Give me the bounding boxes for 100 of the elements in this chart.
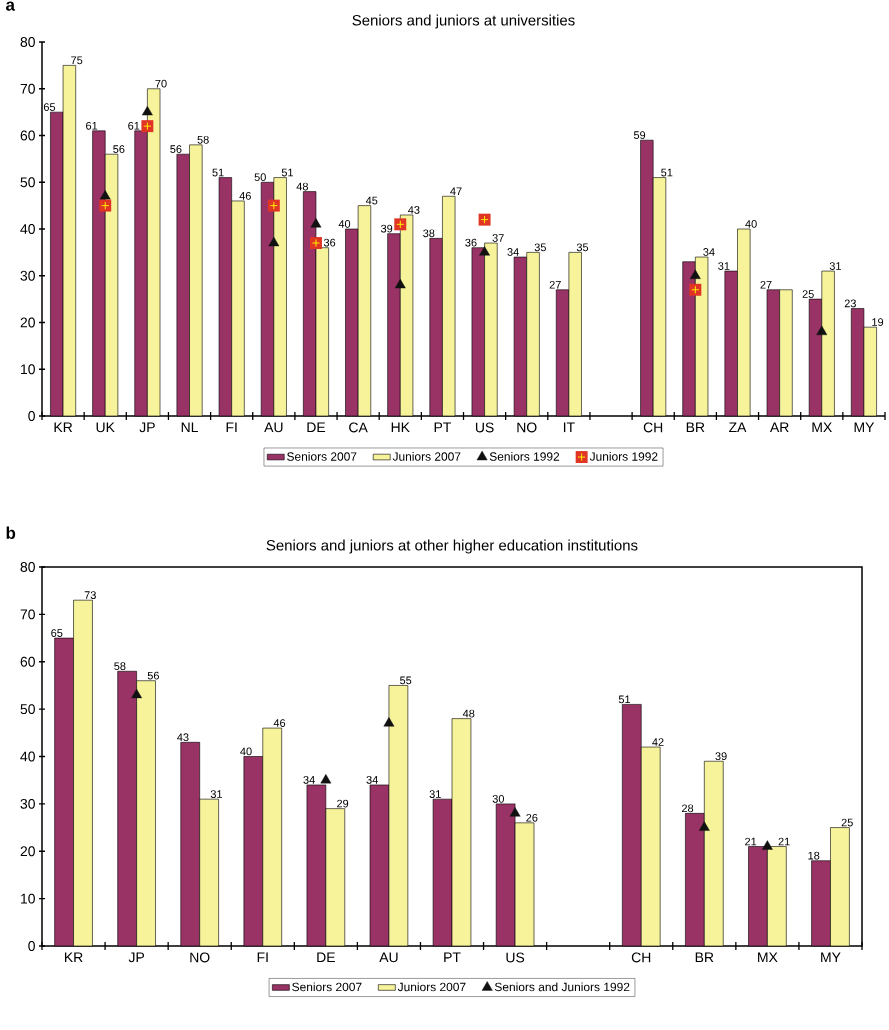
data-label: 51 [212, 168, 224, 177]
point [310, 218, 322, 228]
y-tick-label: 20 [20, 846, 35, 857]
point [142, 105, 153, 116]
chart-title: Seniors and juniors at other higher education institutions [266, 539, 638, 554]
y-tick-label: 40 [20, 224, 35, 234]
data-label: 73 [84, 591, 96, 599]
y-tick-label: 50 [20, 704, 35, 715]
data-label: 46 [239, 192, 251, 200]
data-label: 43 [408, 206, 420, 214]
data-label: 36 [465, 238, 477, 247]
y-tick-label: 80 [20, 37, 35, 47]
data-label: 38 [423, 229, 435, 238]
point [131, 688, 142, 699]
data-label: 21 [745, 837, 757, 846]
x-tick-label: DE [307, 422, 326, 433]
x-tick-label: AU [379, 952, 398, 963]
data-label: 40 [745, 220, 757, 228]
data-label: 37 [492, 234, 504, 242]
data-label: 35 [534, 243, 546, 252]
data-label: 42 [652, 738, 664, 746]
point [698, 821, 710, 831]
point [689, 269, 701, 279]
point [268, 236, 280, 247]
x-tick-label: CA [349, 422, 368, 433]
chart-title: Seniors and juniors at universities [352, 14, 575, 29]
data-label: 75 [71, 56, 83, 65]
legend-label: Juniors 2007 [397, 982, 466, 992]
x-tick-label: KR [64, 952, 83, 963]
data-label: 34 [366, 775, 378, 784]
point [320, 774, 332, 784]
y-tick-label: 0 [28, 411, 35, 421]
data-label: 28 [682, 804, 694, 813]
point [383, 717, 395, 727]
data-label: 58 [197, 135, 209, 144]
y-tick-label: 10 [21, 893, 35, 904]
data-label: 18 [808, 851, 820, 860]
point [479, 246, 490, 256]
data-label: 35 [576, 243, 589, 252]
data-label: 65 [43, 103, 56, 111]
data-label: 55 [400, 676, 412, 685]
data-label: 47 [450, 187, 462, 196]
data-label: 34 [507, 248, 519, 256]
data-label: 23 [844, 299, 856, 308]
x-tick-label: MY [854, 422, 875, 433]
data-label: 34 [303, 775, 315, 784]
x-tick-label: FI [257, 952, 268, 963]
data-label: 40 [240, 747, 252, 756]
data-label: 56 [147, 671, 159, 680]
data-label: 31 [829, 262, 841, 270]
y-tick-label: 60 [20, 130, 35, 141]
data-label: 58 [114, 662, 126, 671]
point [509, 807, 521, 817]
data-label: 34 [703, 248, 715, 256]
data-label: 36 [323, 238, 336, 247]
x-tick-label: MX [812, 422, 832, 433]
x-tick-label: MY [821, 952, 841, 963]
x-tick-label: CH [631, 952, 651, 963]
legend-label: Seniors 2007 [287, 451, 357, 461]
text: a [6, 1, 16, 11]
point [394, 278, 406, 289]
y-tick-label: 0 [28, 941, 35, 951]
x-tick-label: BR [695, 952, 714, 963]
x-tick-label: JP [139, 422, 155, 433]
data-label: 51 [618, 695, 631, 704]
data-label: 31 [429, 790, 441, 798]
x-tick-label: MX [758, 952, 778, 963]
data-label: 48 [296, 182, 308, 191]
y-tick-label: 30 [20, 798, 35, 809]
x-tick-label: FI [226, 422, 237, 433]
data-label: 39 [715, 752, 727, 761]
text: b [6, 526, 16, 539]
y-tick-label: 20 [20, 317, 35, 328]
data-label: 40 [338, 220, 351, 228]
data-label: 31 [210, 790, 223, 798]
x-tick-label: KR [54, 422, 73, 433]
legend-label: Seniors 1992 [489, 451, 560, 461]
data-label: 56 [170, 145, 182, 154]
data-label: 59 [633, 131, 646, 139]
data-label: 29 [337, 799, 349, 808]
data-label: 51 [661, 168, 673, 177]
data-label: 31 [718, 262, 730, 270]
legend-label: Seniors 2007 [292, 982, 362, 992]
y-tick-label: 10 [21, 364, 35, 375]
y-tick-label: 70 [20, 609, 35, 620]
data-label: 25 [841, 818, 853, 827]
x-tick-label: NL [181, 422, 198, 433]
data-label: 19 [872, 318, 884, 326]
data-label: 45 [365, 196, 378, 205]
data-label: 51 [281, 168, 293, 177]
x-tick-label: PT [444, 952, 461, 963]
point [816, 325, 828, 336]
x-tick-label: JP [128, 952, 145, 963]
x-tick-label: BR [686, 422, 705, 433]
data-label: 25 [802, 290, 814, 298]
x-tick-label: ZA [729, 422, 747, 433]
data-label: 48 [462, 709, 475, 718]
data-label: 26 [526, 813, 538, 822]
data-label: 30 [492, 794, 504, 803]
y-tick-label: 70 [20, 83, 35, 94]
